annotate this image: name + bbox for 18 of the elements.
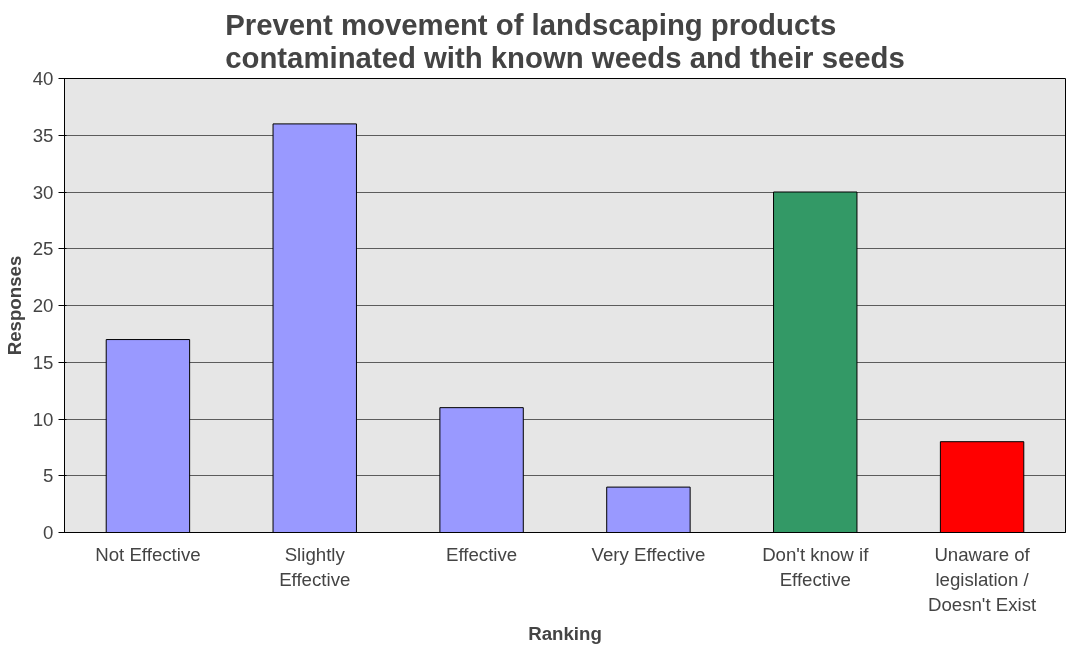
x-tick-label: Very Effective <box>591 543 706 565</box>
y-tick-label: 40 <box>32 68 54 89</box>
x-tick-label: Unaware of legislation / Doesn't Exist <box>927 543 1038 615</box>
y-tick-label: 15 <box>32 351 54 373</box>
y-tick-label: 10 <box>32 408 54 430</box>
x-tick-label: Not Effective <box>95 543 201 565</box>
x-axis-title: Ranking <box>528 622 602 644</box>
chart-title: Prevent movement of landscaping products contaminated with known weeds and their seeds <box>225 7 905 74</box>
y-tick-label: 30 <box>32 181 54 203</box>
y-tick-label: 35 <box>32 124 54 146</box>
y-axis-title: Responses <box>3 255 25 356</box>
y-tick-label: 25 <box>32 238 54 260</box>
y-tick-label: 5 <box>43 465 54 487</box>
y-tick-label: 20 <box>32 295 54 316</box>
x-tick-label: Effective <box>445 543 518 565</box>
y-tick-label: 0 <box>43 522 54 543</box>
x-tick-label: Don't know if Effective <box>762 543 870 590</box>
x-tick-label: Slightly Effective <box>279 543 351 590</box>
